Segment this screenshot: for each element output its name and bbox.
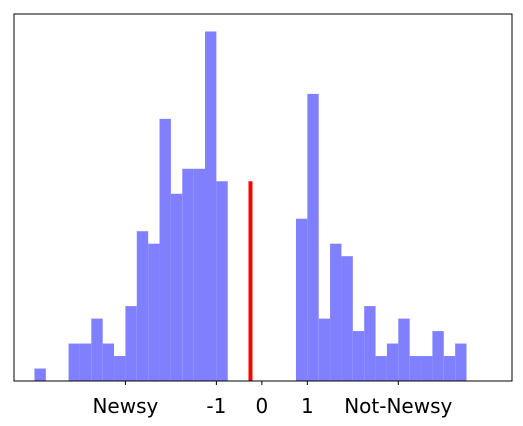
bar [307, 93, 319, 381]
bar [114, 356, 126, 381]
bar [432, 331, 444, 381]
bar [193, 168, 206, 381]
bar [34, 368, 46, 381]
x-tick-label: 0 [255, 394, 268, 418]
bar [68, 343, 80, 381]
bar [341, 256, 353, 381]
bar [455, 343, 467, 381]
bar [91, 318, 103, 381]
bar [409, 356, 422, 381]
bar [318, 318, 331, 381]
bar [386, 343, 399, 381]
x-tick-label: 1 [301, 394, 314, 418]
bar [136, 231, 149, 381]
bar [102, 343, 115, 381]
bar [443, 356, 456, 381]
bar [182, 168, 194, 381]
bar [352, 331, 365, 381]
bar [375, 356, 387, 381]
bar [421, 356, 433, 381]
bar [159, 118, 171, 381]
bar [330, 243, 342, 381]
bar [216, 181, 228, 381]
bar [79, 343, 92, 381]
x-tick-label: Newsy [92, 394, 158, 418]
bar [170, 193, 183, 381]
bar [148, 243, 160, 381]
x-tick-label: Not-Newsy [344, 394, 452, 418]
plot-frame [13, 13, 513, 382]
bar [205, 31, 217, 381]
bar [295, 218, 308, 381]
x-tick-label: -1 [206, 394, 226, 418]
bar [364, 306, 376, 381]
bar [125, 306, 137, 381]
bar [398, 318, 410, 381]
